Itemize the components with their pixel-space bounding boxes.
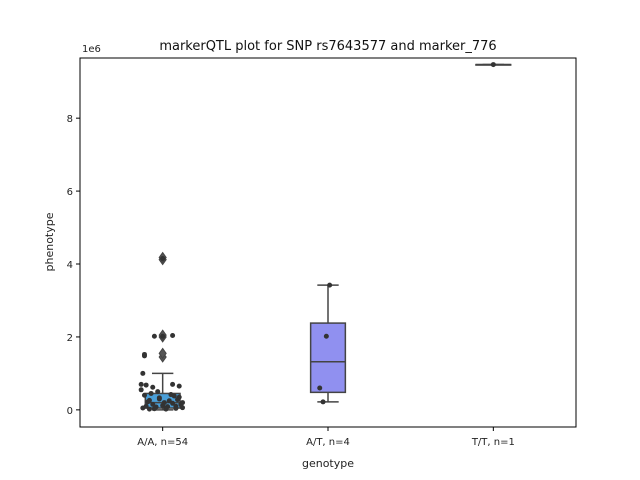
x-tick-label: T/T, n=1 — [471, 437, 515, 448]
y-tick-label: 8 — [67, 114, 73, 125]
box-flier — [158, 347, 167, 360]
data-point — [175, 397, 181, 403]
points-layer — [138, 62, 496, 412]
data-point — [180, 400, 186, 406]
x-tick-label: A/A, n=54 — [137, 437, 188, 448]
data-point — [146, 397, 152, 403]
x-axis-label: genotype — [302, 457, 354, 470]
y-axis: 0 2 4 6 8 — [67, 114, 80, 417]
data-point — [317, 385, 323, 391]
data-point — [150, 384, 156, 390]
data-point — [143, 403, 149, 409]
y-tick-label: 0 — [67, 406, 73, 417]
x-axis: A/A, n=54 A/T, n=4 T/T, n=1 — [137, 427, 515, 448]
data-point — [327, 282, 333, 288]
data-point — [141, 351, 147, 357]
y-tick-label: 4 — [67, 260, 73, 271]
data-point — [140, 370, 146, 376]
data-point — [151, 406, 157, 412]
data-point — [155, 389, 161, 395]
y-offset-label: 1e6 — [82, 44, 101, 55]
data-point — [161, 400, 167, 406]
data-point — [160, 256, 166, 262]
data-point — [176, 383, 182, 389]
data-point — [148, 390, 154, 396]
data-point — [160, 333, 166, 339]
data-point — [146, 406, 152, 412]
data-point — [320, 399, 326, 405]
x-tick-label: A/T, n=4 — [306, 437, 350, 448]
chart-title: markerQTL plot for SNP rs7643577 and mar… — [159, 39, 496, 54]
data-point — [141, 392, 147, 398]
data-point — [138, 387, 144, 393]
y-tick-label: 6 — [67, 187, 73, 198]
y-axis-label: phenotype — [43, 212, 56, 271]
data-point — [171, 393, 177, 399]
box-body — [309, 322, 347, 394]
data-point — [138, 381, 144, 387]
box-layer — [144, 63, 512, 411]
data-point — [163, 406, 169, 412]
data-point — [170, 332, 176, 338]
data-point — [170, 381, 176, 387]
y-tick-label: 2 — [67, 333, 73, 344]
data-point — [323, 333, 329, 339]
data-point — [151, 333, 157, 339]
data-point — [173, 405, 179, 411]
data-point — [490, 62, 496, 68]
data-point — [143, 382, 149, 388]
data-point — [156, 395, 162, 401]
data-point — [170, 400, 176, 406]
